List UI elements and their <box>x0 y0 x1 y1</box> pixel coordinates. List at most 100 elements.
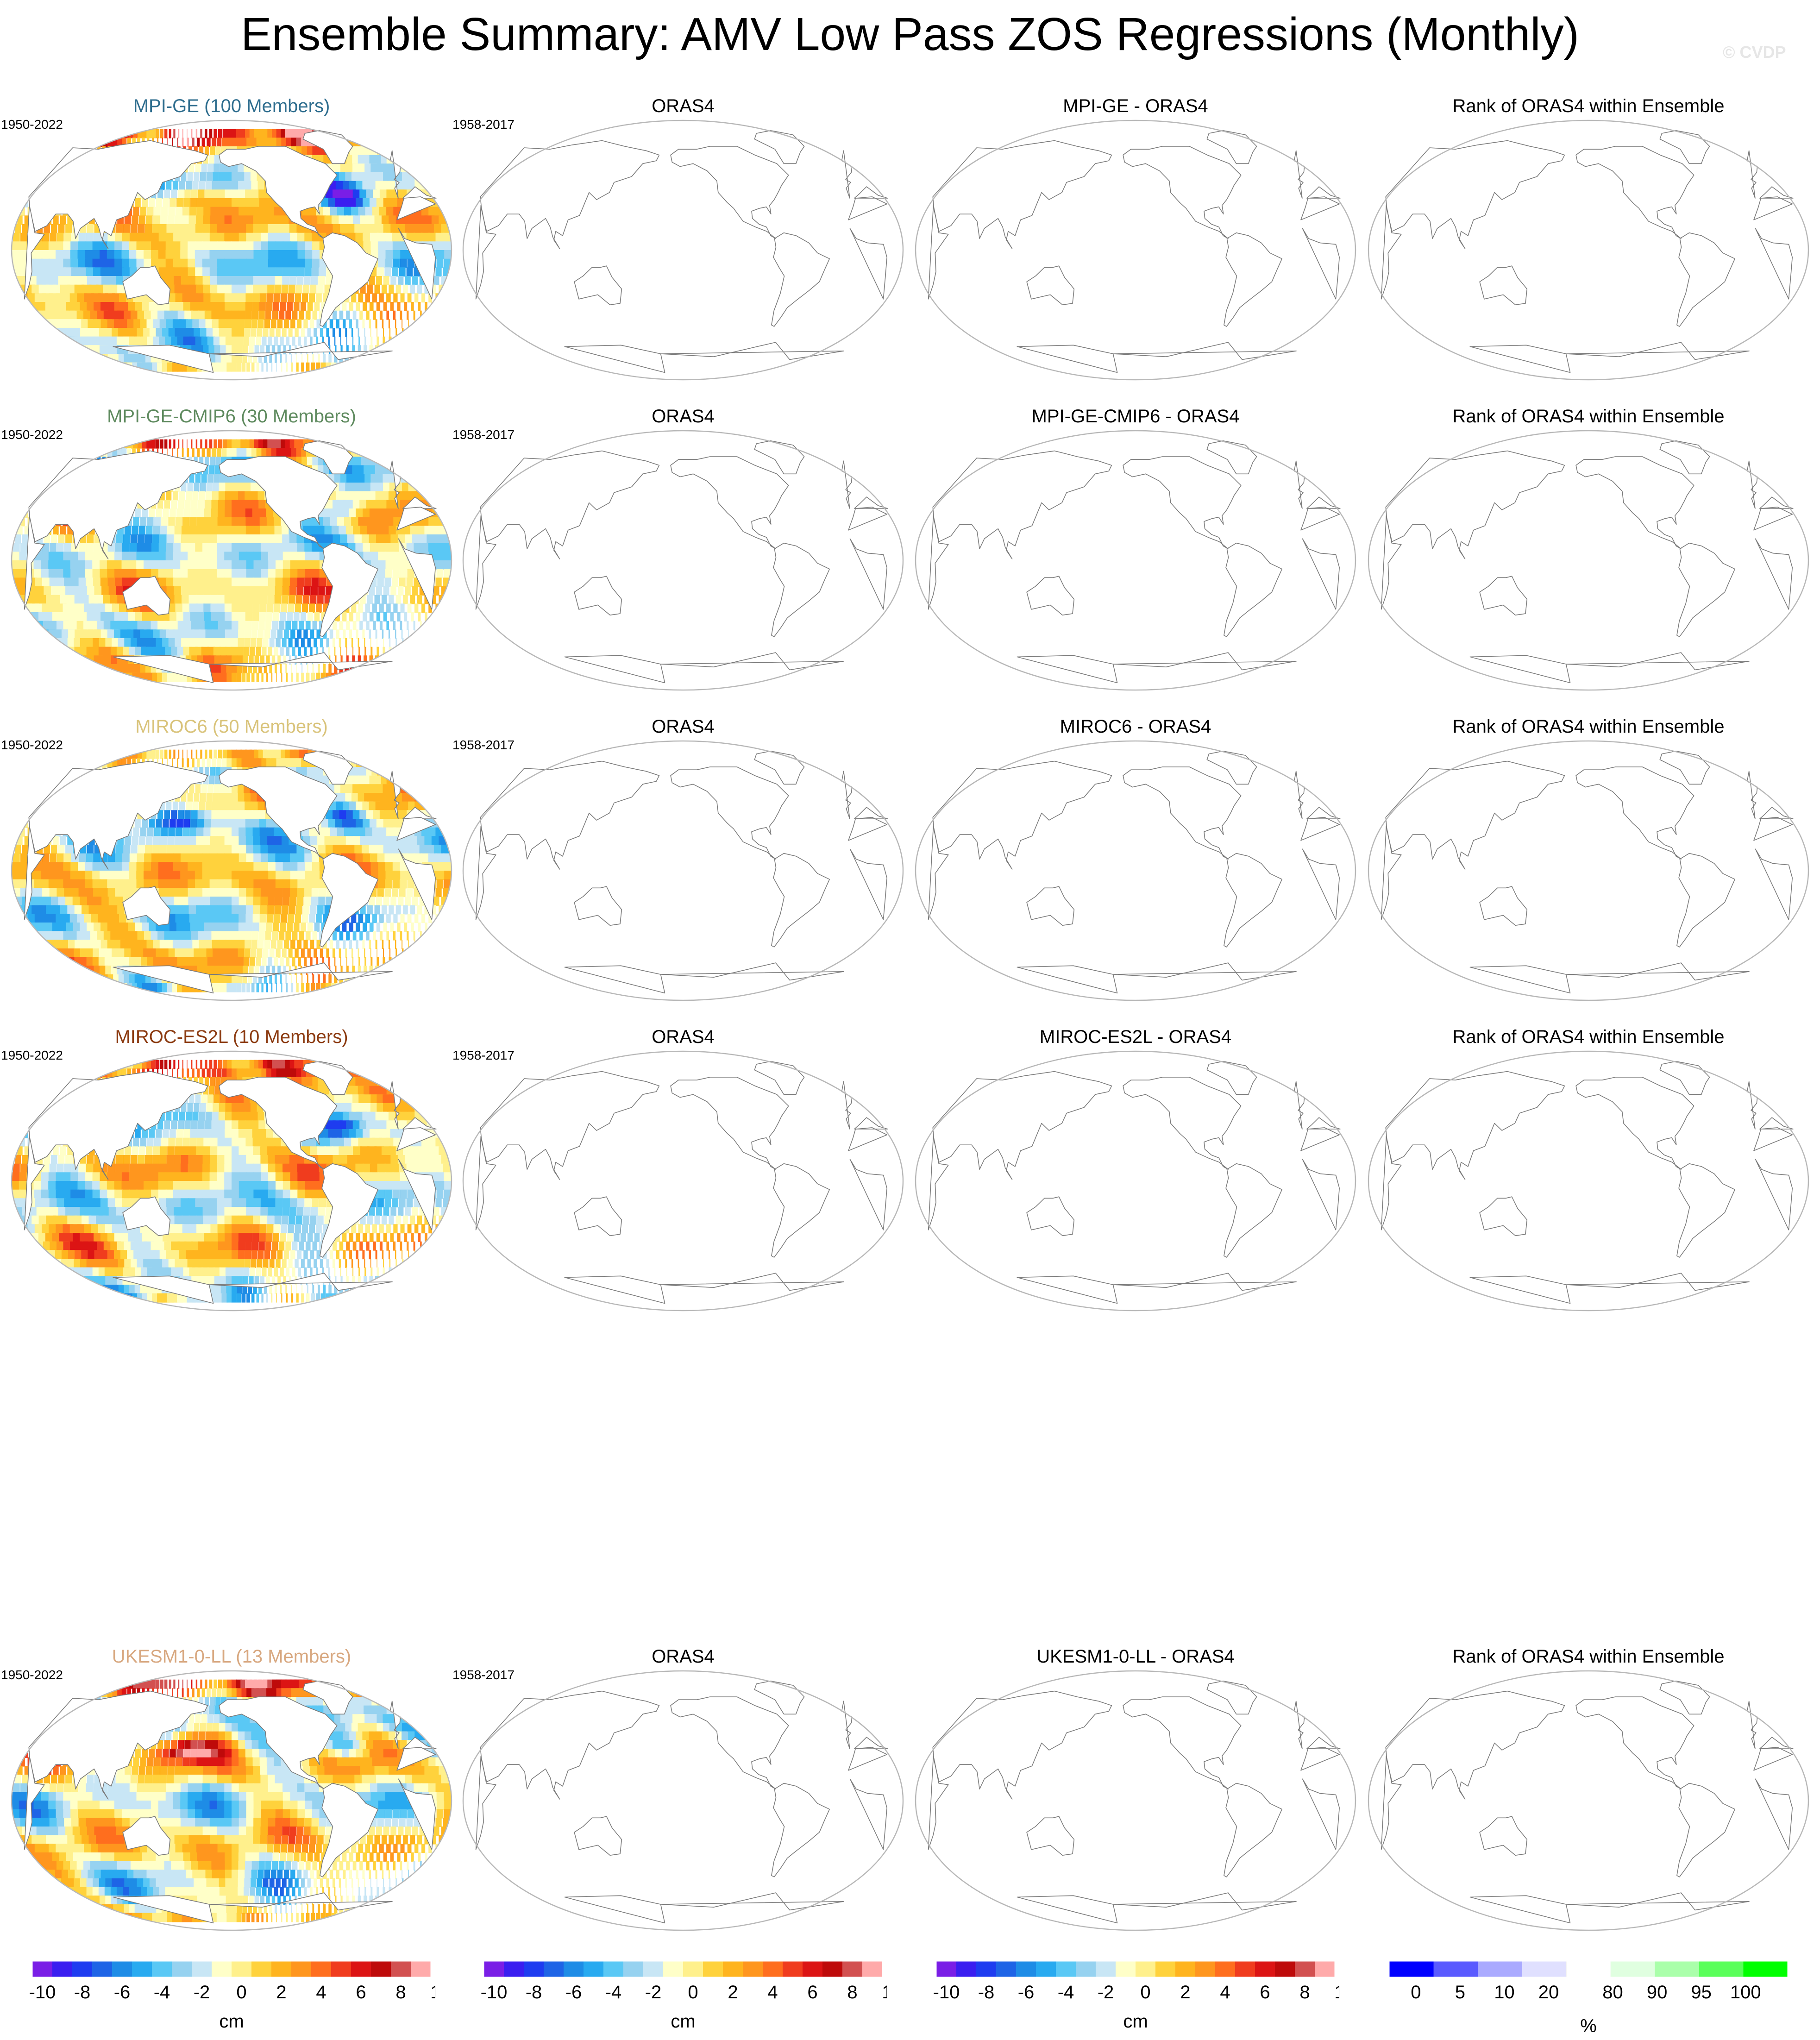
field-cell <box>407 603 412 613</box>
field-cell <box>316 940 320 949</box>
field-cell <box>50 224 57 233</box>
field-cell <box>427 845 436 854</box>
field-cell <box>218 749 222 759</box>
field-cell <box>297 267 305 277</box>
field-cell <box>188 543 196 552</box>
field-cell <box>382 319 384 329</box>
field-cell <box>173 552 181 561</box>
field-cell <box>204 189 212 199</box>
field-cell <box>212 319 220 329</box>
field-cell <box>310 629 314 639</box>
field-cell <box>158 258 167 268</box>
field-cell <box>181 172 187 182</box>
field-cell <box>210 767 215 776</box>
field-cell <box>392 853 401 863</box>
field-cell <box>160 439 163 449</box>
field-cell <box>247 664 252 673</box>
field-cell <box>127 758 132 768</box>
field-cell <box>413 621 415 630</box>
field-cell <box>268 845 276 854</box>
field-cell <box>138 526 145 535</box>
field-cell <box>209 232 218 242</box>
field-cell <box>345 672 353 682</box>
field-cell <box>78 577 88 587</box>
field-cell <box>392 232 401 242</box>
field-cell <box>352 129 371 138</box>
field-cell <box>195 276 204 285</box>
field-cell <box>339 328 341 337</box>
field-cell <box>226 758 232 768</box>
coastline-antarctica <box>1565 342 1750 360</box>
field-cell <box>191 810 198 820</box>
field-cell <box>389 905 394 915</box>
field-cell <box>151 250 159 259</box>
field-cell <box>290 871 298 880</box>
field-cell <box>282 845 290 854</box>
field-cell <box>346 655 349 665</box>
field-cell <box>151 862 159 872</box>
field-cell <box>385 879 393 889</box>
field-cell <box>260 577 269 587</box>
field-cell <box>378 552 386 561</box>
field-cell <box>177 138 178 147</box>
field-cell <box>407 784 421 794</box>
field-cell <box>238 172 245 182</box>
field-cell <box>194 793 200 802</box>
field-cell <box>292 647 295 656</box>
field-cell <box>363 232 371 242</box>
field-cell <box>174 276 182 285</box>
field-cell <box>278 931 285 941</box>
field-cell <box>403 905 408 915</box>
field-cell <box>112 758 118 768</box>
field-cell <box>360 215 370 225</box>
field-cell <box>12 552 20 561</box>
field-cell <box>195 845 203 854</box>
field-cell <box>374 905 380 915</box>
coastline-antarctica <box>660 342 844 360</box>
field-cell <box>238 232 247 242</box>
field-cell <box>405 534 414 544</box>
field-cell <box>376 612 381 621</box>
field-cell <box>249 345 254 355</box>
field-cell <box>188 534 196 544</box>
field-cell <box>203 207 211 216</box>
field-cell <box>412 224 422 233</box>
field-cell <box>217 215 225 225</box>
field-cell <box>238 336 244 346</box>
field-cell <box>190 198 197 207</box>
field-cell <box>202 552 210 561</box>
field-cell <box>70 354 88 363</box>
field-cell <box>189 163 195 173</box>
field-cell <box>189 517 197 527</box>
field-cell <box>138 224 145 233</box>
field-cell <box>307 328 311 337</box>
field-cell <box>397 586 404 596</box>
field-cell <box>195 853 203 863</box>
field-cell <box>238 276 246 285</box>
field-cell <box>392 655 398 665</box>
field-cell <box>341 672 348 682</box>
field-cell <box>217 224 225 233</box>
field-cell <box>393 931 396 941</box>
coastline-eurasia <box>854 496 888 509</box>
field-cell <box>196 517 204 527</box>
field-cell <box>202 241 210 251</box>
field-cell <box>78 232 86 242</box>
field-cell <box>274 215 283 225</box>
field-cell <box>297 940 302 949</box>
field-cell <box>207 138 211 147</box>
field-cell <box>97 129 108 138</box>
field-cell <box>225 189 232 199</box>
field-cell <box>217 258 225 268</box>
field-cell <box>259 198 268 207</box>
field-cell <box>209 543 218 552</box>
field-cell <box>42 483 43 492</box>
field-cell <box>207 336 215 346</box>
field-cell <box>166 276 175 285</box>
field-cell <box>297 853 306 863</box>
field-cell <box>92 258 101 268</box>
field-cell <box>351 603 357 613</box>
field-cell <box>317 526 326 535</box>
field-cell <box>414 853 423 863</box>
field-cell <box>259 207 268 216</box>
